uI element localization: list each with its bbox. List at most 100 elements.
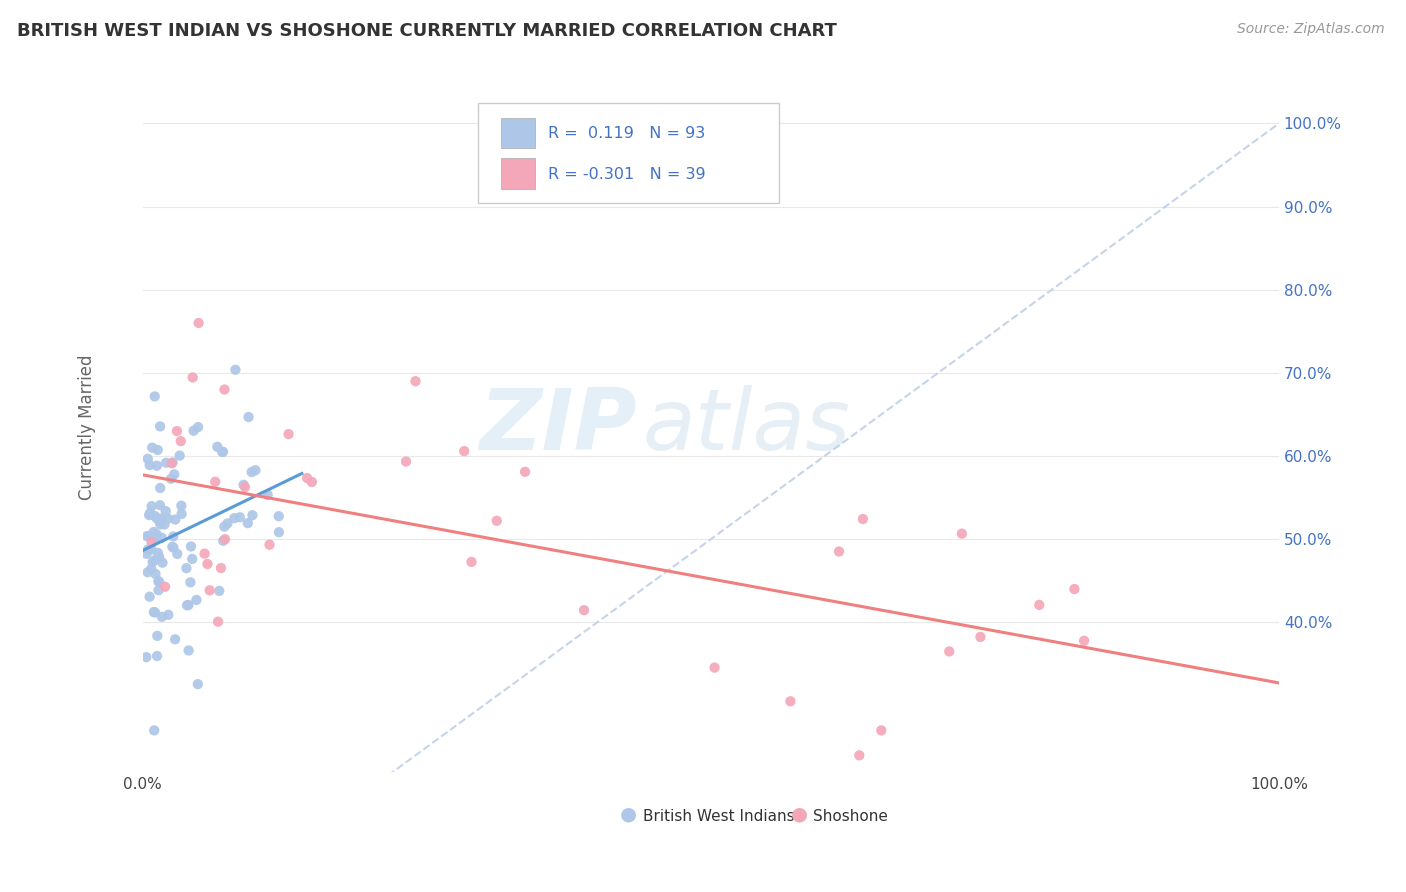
Point [141, 499, 163, 513]
Point [267, 509, 290, 524]
Point [146, 648, 169, 663]
Point [208, 583, 231, 598]
Point [149, 511, 172, 525]
Point [207, 615, 229, 629]
Point [1073, 633, 1095, 648]
Point [145, 511, 167, 525]
Text: British West Indians: British West Indians [643, 809, 794, 823]
Point [204, 475, 226, 489]
Text: Source: ZipAtlas.com: Source: ZipAtlas.com [1237, 22, 1385, 37]
Point [181, 552, 204, 566]
Point [217, 516, 239, 531]
Point [209, 561, 232, 575]
Text: ZIP: ZIP [479, 385, 637, 468]
Point [145, 528, 167, 542]
Point [139, 506, 162, 520]
Point [183, 424, 205, 438]
Point [166, 547, 188, 561]
Point [395, 454, 418, 468]
Text: R =  0.119   N = 93: R = 0.119 N = 93 [548, 126, 706, 141]
Point [148, 550, 170, 565]
Point [138, 458, 160, 472]
Point [165, 632, 187, 647]
Point [149, 481, 172, 495]
Point [245, 463, 267, 477]
Point [277, 427, 299, 442]
Point [142, 555, 165, 569]
FancyBboxPatch shape [478, 103, 779, 202]
Point [143, 553, 166, 567]
Point [138, 508, 160, 522]
Point [212, 445, 235, 459]
Point [146, 458, 169, 473]
Point [187, 316, 209, 330]
FancyBboxPatch shape [501, 118, 534, 148]
Point [160, 456, 183, 470]
Point [153, 580, 176, 594]
Point [156, 511, 179, 525]
Point [238, 410, 260, 425]
Point [148, 574, 170, 589]
Point [148, 583, 170, 598]
Point [142, 605, 165, 619]
Point [969, 630, 991, 644]
FancyBboxPatch shape [501, 159, 534, 189]
Point [135, 650, 157, 665]
Point [224, 363, 246, 377]
Point [143, 606, 166, 620]
Point [572, 603, 595, 617]
Point [150, 609, 173, 624]
Point [145, 532, 167, 546]
Point [513, 465, 536, 479]
Point [214, 532, 236, 546]
Point [149, 498, 172, 512]
Point [259, 538, 281, 552]
Text: ●: ● [620, 805, 637, 823]
Point [136, 529, 159, 543]
Point [703, 660, 725, 674]
Point [153, 517, 176, 532]
Point [232, 478, 254, 492]
Point [236, 516, 259, 530]
Point [166, 424, 188, 438]
Point [256, 488, 278, 502]
Text: atlas: atlas [643, 385, 851, 468]
Point [870, 723, 893, 738]
Point [143, 723, 166, 738]
Point [295, 471, 318, 485]
Point [267, 525, 290, 540]
Point [146, 442, 169, 457]
Point [187, 677, 209, 691]
Point [152, 556, 174, 570]
Point [181, 370, 204, 384]
Point [453, 444, 475, 458]
Point [142, 524, 165, 539]
Point [177, 598, 200, 612]
Point [136, 542, 159, 557]
Point [229, 510, 252, 524]
Point [162, 529, 184, 543]
Point [180, 540, 202, 554]
Point [176, 561, 198, 575]
Point [240, 465, 263, 479]
Point [155, 456, 177, 470]
Point [214, 383, 236, 397]
Point [828, 544, 851, 558]
Point [212, 533, 235, 548]
Text: Shoshone: Shoshone [813, 809, 889, 823]
Point [141, 535, 163, 549]
Point [136, 451, 159, 466]
Point [224, 511, 246, 525]
Point [146, 629, 169, 643]
Point [145, 527, 167, 541]
Point [149, 419, 172, 434]
Point [187, 420, 209, 434]
Point [1028, 598, 1050, 612]
Point [198, 583, 221, 598]
Point [160, 472, 183, 486]
Point [193, 547, 215, 561]
Point [146, 546, 169, 560]
Point [135, 547, 157, 561]
Text: BRITISH WEST INDIAN VS SHOSHONE CURRENTLY MARRIED CORRELATION CHART: BRITISH WEST INDIAN VS SHOSHONE CURRENTL… [17, 22, 837, 40]
Point [938, 644, 960, 658]
